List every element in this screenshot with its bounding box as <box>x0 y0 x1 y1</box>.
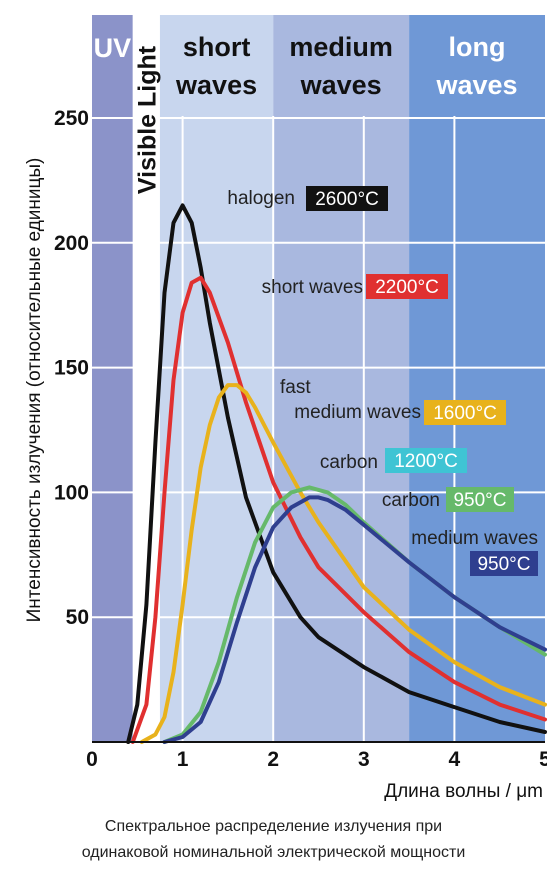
annotation-temp-box-4 <box>446 487 514 512</box>
band-labels: UV Visible Light short waves medium waves long… <box>94 32 518 194</box>
band-label-short-waves-line2: waves <box>175 70 257 100</box>
band-label-visible-light: Visible Light <box>133 45 161 194</box>
curve-annotations: halogen 2600°C short waves 2200°C fast medium… <box>227 186 538 576</box>
x-tick-label-5: 5 <box>539 748 547 771</box>
band-4 <box>409 15 545 742</box>
annotation-temp-2: 1600°C <box>433 403 497 424</box>
band-label-short-waves-line1: short <box>183 32 251 62</box>
annotation-temp-box-2 <box>424 400 506 425</box>
y-tick-label-2: 150 <box>54 357 89 380</box>
annotation-label-4: carbon <box>382 490 440 511</box>
x-tick-label-0: 0 <box>86 748 98 771</box>
annotation-temp-4: 950°C <box>453 490 506 511</box>
annotation-label-5: medium waves <box>411 528 538 549</box>
y-tick-label-0: 50 <box>66 606 89 629</box>
annotation-temp-0: 2600°C <box>315 189 379 210</box>
x-axis-label: Длина волны / μm <box>384 781 543 802</box>
tick-labels: 50 100 150 200 250 0 1 2 3 4 5 Длина волны / μm Инте… <box>24 107 547 802</box>
annotation-label-2-line2: medium waves <box>294 402 421 423</box>
curve-0 <box>126 203 547 744</box>
annotation-temp-1: 2200°C <box>375 277 439 298</box>
y-axis-label: Интенсивность излучения (относительные е… <box>24 158 45 623</box>
band-0 <box>92 15 133 742</box>
annotation-label-2-line1: fast <box>280 377 311 398</box>
curve-2 <box>139 383 547 744</box>
curves <box>126 203 547 744</box>
caption-line-1: Спектральное распределение излучения при <box>104 818 443 835</box>
x-tick-label-3: 3 <box>358 748 370 771</box>
annotation-label-1: short waves <box>262 277 363 298</box>
x-tick-label-2: 2 <box>267 748 279 771</box>
annotation-temp-box-1 <box>366 274 448 299</box>
y-tick-label-1: 100 <box>54 481 89 504</box>
annotation-label-3: carbon <box>320 452 378 473</box>
band-label-uv: UV <box>94 33 132 63</box>
curve-5 <box>162 495 547 744</box>
band-label-long-waves-line2: waves <box>436 70 518 100</box>
grid-lines <box>92 116 545 742</box>
band-3 <box>273 15 410 742</box>
y-tick-label-3: 200 <box>54 232 89 255</box>
caption-line-2: одинаковой номинальной электрической мощ… <box>81 844 466 861</box>
band-label-medium-waves-line1: medium <box>289 32 393 62</box>
band-label-medium-waves-line2: waves <box>300 70 382 100</box>
annotation-temp-box-5 <box>470 551 538 576</box>
annotation-temp-3: 1200°C <box>394 451 458 472</box>
x-tick-label-1: 1 <box>177 748 189 771</box>
wavelength-bands <box>92 15 545 742</box>
y-tick-label-4: 250 <box>54 107 89 130</box>
band-label-long-waves-line1: long <box>449 32 506 62</box>
annotation-label-0: halogen <box>227 188 295 209</box>
annotation-temp-5: 950°C <box>477 554 530 575</box>
annotation-temp-box-0 <box>306 186 388 211</box>
annotation-temp-box-3 <box>385 448 467 473</box>
curve-1 <box>130 275 547 744</box>
x-tick-label-4: 4 <box>449 748 461 771</box>
